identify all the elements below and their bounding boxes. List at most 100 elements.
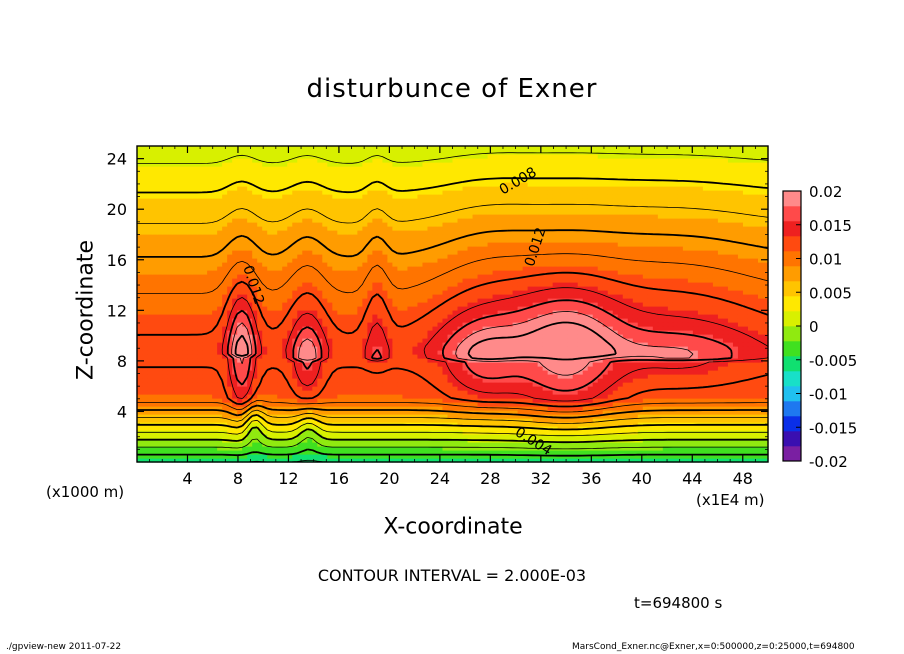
field-cell [207, 314, 213, 319]
field-cell [437, 310, 444, 315]
field-cell [672, 426, 679, 431]
field-cell [407, 346, 414, 351]
field-cell [512, 358, 519, 363]
field-cell [737, 458, 744, 463]
field-cell [492, 330, 499, 335]
field-cell [667, 402, 674, 407]
field-cell [487, 374, 494, 379]
field-cell [422, 326, 429, 331]
field-cell [652, 354, 659, 359]
field-cell [507, 458, 514, 463]
field-cell [382, 306, 388, 311]
field-cell [682, 454, 689, 459]
field-cell [157, 434, 163, 439]
field-cell [647, 446, 654, 451]
field-cell [422, 394, 429, 399]
field-cell [217, 442, 223, 447]
field-cell [262, 326, 268, 331]
field-cell [367, 306, 373, 311]
field-cell [607, 366, 614, 371]
field-cell [352, 318, 358, 323]
field-cell [297, 434, 303, 439]
field-cell [367, 426, 373, 431]
field-cell [427, 454, 434, 459]
field-cell [737, 314, 744, 319]
field-cell [647, 362, 654, 367]
field-cell [612, 346, 619, 351]
field-cell [207, 402, 213, 407]
field-cell [282, 402, 288, 407]
field-cell [462, 334, 469, 339]
field-cell [307, 390, 313, 395]
field-cell [572, 306, 579, 311]
field-cell [352, 454, 358, 459]
field-cell [747, 342, 754, 347]
field-cell [402, 378, 409, 383]
field-cell [597, 362, 604, 367]
field-cell [722, 350, 729, 355]
field-cell [587, 378, 594, 383]
field-cell [557, 330, 564, 335]
field-cell [427, 358, 434, 363]
field-cell [267, 354, 273, 359]
field-cell [597, 450, 604, 455]
field-cell [662, 318, 669, 323]
field-cell [172, 374, 178, 379]
field-cell [327, 418, 333, 423]
field-cell [322, 394, 328, 399]
field-cell [272, 338, 278, 343]
field-cell [477, 334, 484, 339]
field-cell [407, 446, 414, 451]
field-cell [152, 370, 158, 375]
field-cell [337, 398, 343, 403]
field-cell [157, 362, 163, 367]
field-cell [462, 314, 469, 319]
field-cell [502, 310, 509, 315]
field-cell [712, 370, 719, 375]
field-cell [272, 434, 278, 439]
field-cell [337, 382, 343, 387]
field-cell [597, 402, 604, 407]
field-cell [637, 406, 644, 411]
field-cell [167, 442, 173, 447]
field-cell [682, 414, 689, 419]
field-cell [177, 310, 183, 315]
field-cell [647, 402, 654, 407]
field-cell [517, 386, 524, 391]
field-cell [437, 342, 444, 347]
field-cell [677, 454, 684, 459]
field-cell [557, 458, 564, 463]
field-cell [627, 322, 634, 327]
field-cell [187, 390, 193, 395]
field-cell [697, 442, 704, 447]
field-cell [352, 374, 358, 379]
field-cell [197, 410, 203, 415]
field-cell [247, 426, 253, 431]
field-cell [257, 370, 263, 375]
field-cell [482, 418, 489, 423]
field-cell [737, 386, 744, 391]
field-cell [282, 382, 288, 387]
field-cell [347, 390, 353, 395]
field-cell [352, 350, 358, 355]
field-cell [307, 438, 313, 443]
field-cell [502, 350, 509, 355]
field-cell [307, 354, 313, 359]
field-cell [462, 330, 469, 335]
field-cell [387, 418, 394, 423]
field-cell [432, 446, 439, 451]
field-cell [207, 306, 213, 311]
field-cell [587, 450, 594, 455]
field-cell [432, 426, 439, 431]
field-cell [322, 330, 328, 335]
field-cell [582, 326, 589, 331]
field-cell [527, 438, 534, 443]
field-cell [452, 374, 459, 379]
field-cell [212, 446, 218, 451]
field-cell [262, 386, 268, 391]
field-cell [282, 378, 288, 383]
field-cell [227, 350, 233, 355]
field-cell [462, 342, 469, 347]
field-cell [762, 366, 769, 371]
field-cell [447, 434, 454, 439]
